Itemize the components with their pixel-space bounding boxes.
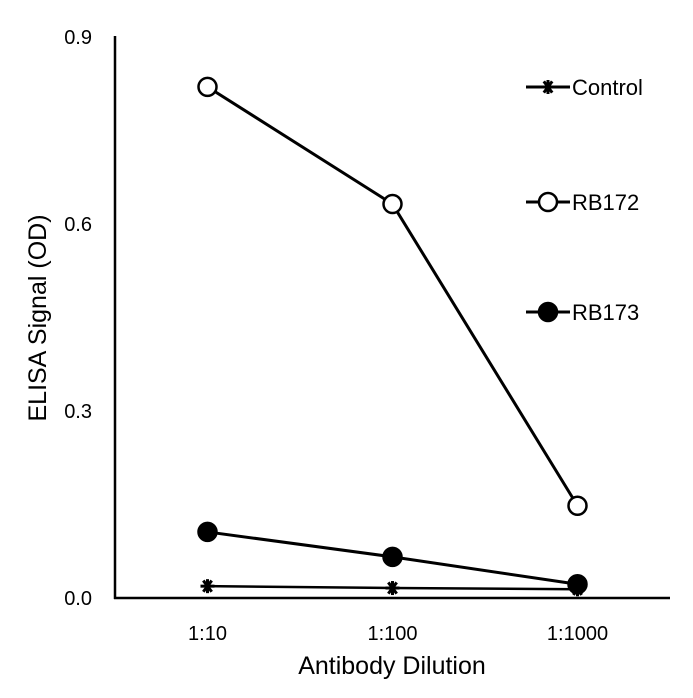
y-tick-label: 0.0 <box>64 588 92 610</box>
legend-marker <box>541 80 555 94</box>
series-rb173 <box>197 521 588 595</box>
data-point <box>197 76 218 98</box>
x-tick-label: 1:100 <box>367 623 417 645</box>
x-tick-label: 1:1000 <box>547 623 608 645</box>
data-point <box>200 579 215 594</box>
data-point <box>382 193 403 215</box>
y-axis-title: ELISA Signal (OD) <box>24 214 52 421</box>
legend-item-rb173: RB173 <box>526 300 639 325</box>
data-point <box>567 574 588 595</box>
data-point <box>197 521 218 543</box>
legend-item-rb172: RB172 <box>526 190 639 215</box>
legend-marker <box>537 191 559 213</box>
series-control <box>200 579 585 597</box>
legend-label: RB173 <box>572 300 639 325</box>
legend-label: RB172 <box>572 190 639 215</box>
series-line <box>206 85 579 507</box>
legend-item-control: Control <box>526 75 643 100</box>
data-point <box>382 546 403 568</box>
axes <box>113 36 670 600</box>
series-rb172 <box>197 76 588 516</box>
data-point <box>385 581 400 596</box>
y-tick-label: 0.9 <box>64 27 92 49</box>
y-tick-label: 0.6 <box>64 214 92 236</box>
y-tick-label: 0.3 <box>64 401 92 423</box>
legend-marker <box>537 301 559 323</box>
legend-label: Control <box>572 75 643 100</box>
x-tick-label: 1:10 <box>188 623 227 645</box>
data-point <box>567 495 588 516</box>
x-axis-title: Antibody Dilution <box>298 652 486 680</box>
